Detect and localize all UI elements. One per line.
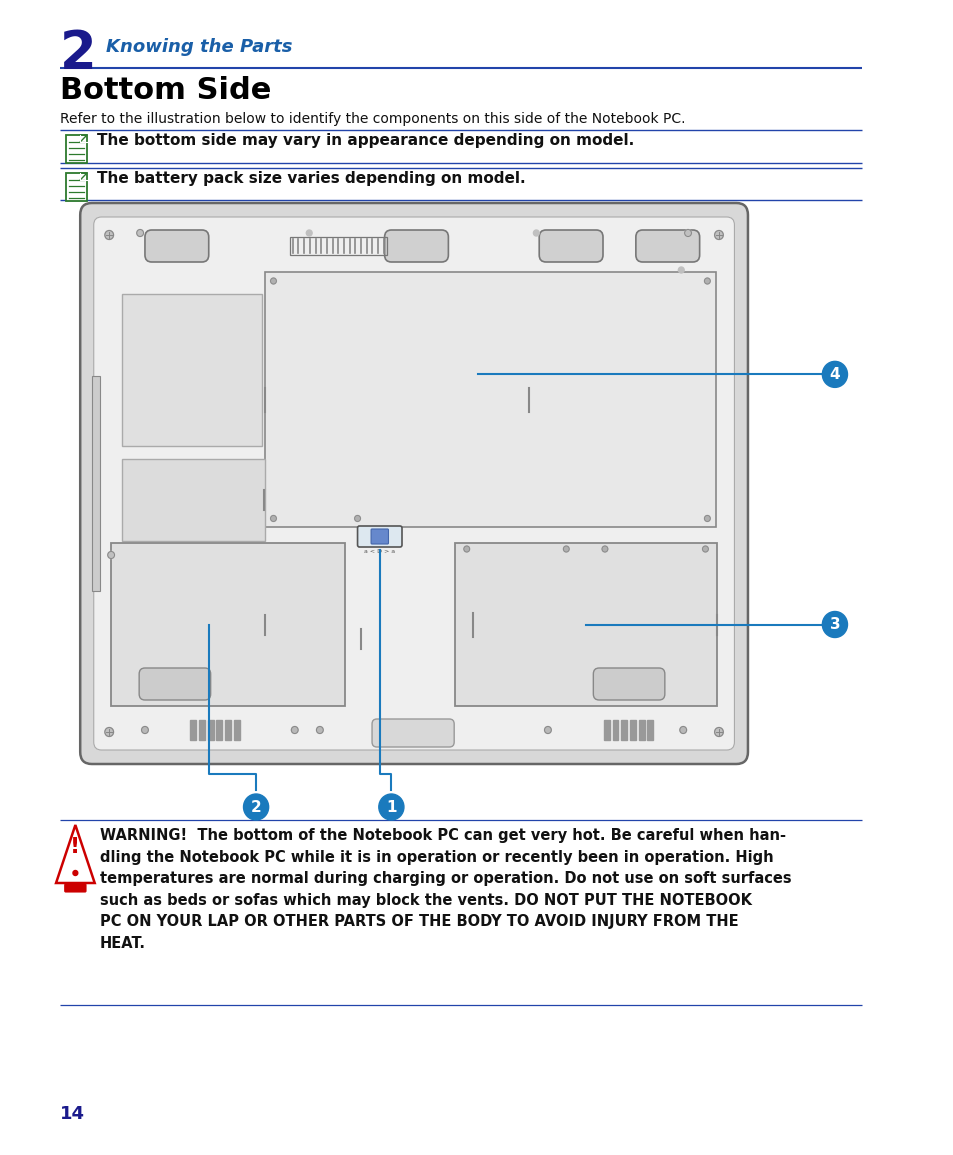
FancyBboxPatch shape (357, 526, 401, 547)
Circle shape (544, 726, 551, 733)
Polygon shape (56, 825, 94, 884)
Text: Bottom Side: Bottom Side (60, 76, 271, 105)
Circle shape (679, 726, 686, 733)
Text: Knowing the Parts: Knowing the Parts (106, 38, 293, 55)
Bar (290, 237, 386, 255)
Text: 2: 2 (60, 28, 96, 80)
Text: 4: 4 (829, 367, 840, 382)
Circle shape (684, 230, 691, 237)
Text: 2: 2 (251, 799, 261, 814)
Circle shape (243, 793, 269, 820)
Circle shape (72, 871, 78, 875)
FancyBboxPatch shape (111, 543, 345, 706)
Circle shape (271, 515, 276, 521)
Bar (612, 720, 618, 740)
Circle shape (316, 726, 323, 733)
FancyBboxPatch shape (538, 230, 602, 262)
Circle shape (291, 726, 297, 733)
Circle shape (306, 230, 312, 236)
Text: 3: 3 (829, 617, 840, 632)
Circle shape (563, 546, 569, 552)
Bar (225, 720, 231, 740)
Text: The battery pack size varies depending on model.: The battery pack size varies depending o… (96, 171, 525, 186)
Circle shape (703, 278, 710, 284)
FancyBboxPatch shape (372, 720, 454, 747)
Bar (620, 720, 626, 740)
FancyBboxPatch shape (636, 230, 699, 262)
Bar (603, 720, 609, 740)
Circle shape (378, 793, 403, 820)
Text: The bottom side may vary in appearance depending on model.: The bottom side may vary in appearance d… (96, 133, 633, 148)
FancyBboxPatch shape (139, 668, 211, 700)
Bar (66, 173, 87, 201)
Circle shape (821, 611, 846, 638)
Bar (91, 377, 99, 591)
Circle shape (678, 267, 683, 273)
FancyBboxPatch shape (65, 884, 86, 892)
Text: 14: 14 (60, 1105, 85, 1123)
Circle shape (105, 231, 113, 239)
FancyBboxPatch shape (80, 203, 747, 763)
Circle shape (821, 362, 846, 387)
Circle shape (355, 515, 360, 521)
Circle shape (463, 546, 469, 552)
Text: a < D > a: a < D > a (364, 549, 395, 554)
Bar (208, 720, 213, 740)
Circle shape (703, 515, 710, 521)
Text: Refer to the illustration below to identify the components on this side of the N: Refer to the illustration below to ident… (60, 112, 684, 126)
Bar (639, 720, 644, 740)
Circle shape (271, 278, 276, 284)
Circle shape (601, 546, 607, 552)
Text: WARNING!  The bottom of the Notebook PC can get very hot. Be careful when han-
d: WARNING! The bottom of the Notebook PC c… (99, 828, 790, 951)
Circle shape (714, 728, 722, 737)
Text: !: ! (71, 837, 80, 857)
Text: 1: 1 (386, 799, 396, 814)
Circle shape (136, 230, 143, 237)
Circle shape (533, 230, 538, 236)
FancyBboxPatch shape (371, 529, 388, 544)
FancyBboxPatch shape (384, 230, 448, 262)
Circle shape (105, 728, 113, 737)
Circle shape (108, 551, 114, 559)
Circle shape (701, 546, 707, 552)
Bar (216, 720, 222, 740)
FancyBboxPatch shape (122, 459, 265, 541)
Bar (66, 135, 87, 163)
Bar (191, 720, 196, 740)
FancyBboxPatch shape (455, 543, 717, 706)
FancyBboxPatch shape (145, 230, 209, 262)
Bar (629, 720, 636, 740)
FancyBboxPatch shape (93, 217, 734, 750)
FancyBboxPatch shape (265, 271, 716, 528)
Circle shape (714, 231, 722, 239)
Circle shape (141, 726, 148, 733)
FancyBboxPatch shape (593, 668, 664, 700)
Bar (199, 720, 205, 740)
FancyBboxPatch shape (122, 295, 262, 446)
Bar (233, 720, 239, 740)
Bar (647, 720, 653, 740)
